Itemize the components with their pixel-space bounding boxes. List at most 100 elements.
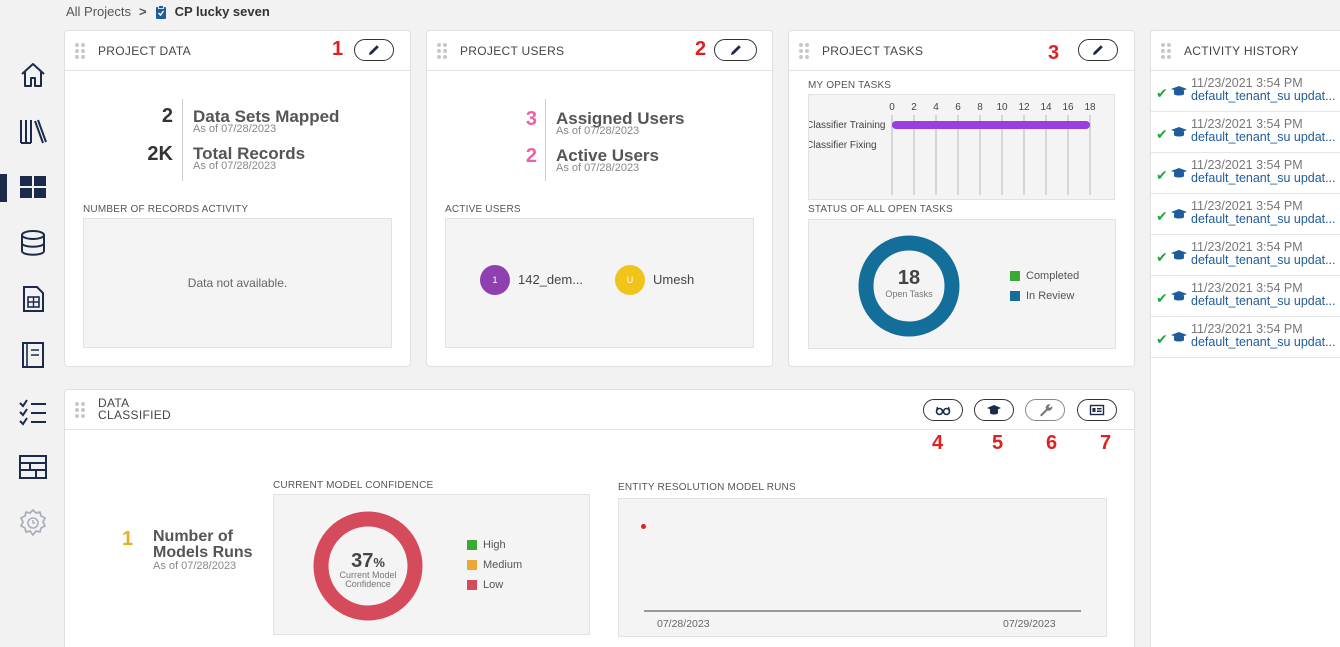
panel-title: ACTIVITY HISTORY xyxy=(1184,44,1299,58)
nav-notebook[interactable] xyxy=(16,338,50,372)
drag-handle[interactable] xyxy=(75,402,87,418)
activity-time: 11/23/2021 3:54 PM xyxy=(1191,199,1303,213)
checkmark-icon: ✔ xyxy=(1156,167,1168,183)
pencil-icon xyxy=(1093,45,1103,55)
nav-scheduler[interactable] xyxy=(16,506,50,540)
open-tasks-donut xyxy=(858,235,960,337)
pencil-icon xyxy=(369,45,379,55)
x-tick-label: 10 xyxy=(996,102,1008,113)
spreadsheet-icon xyxy=(23,286,44,312)
task-bar-classifier-training[interactable] xyxy=(892,121,1090,129)
divider xyxy=(182,99,183,181)
confidence-value: 37% xyxy=(310,550,426,573)
activity-item[interactable]: ✔ 11/23/2021 3:54 PM default_tenant_su upd… xyxy=(1151,276,1340,317)
data-sets-label: Data Sets Mapped xyxy=(193,107,340,126)
assigned-users-label: Assigned Users xyxy=(556,109,685,128)
panel-header: PROJECT TASKS 3 xyxy=(789,31,1134,71)
table-icon xyxy=(19,455,47,479)
avatar[interactable]: 1 xyxy=(480,265,510,295)
legend-swatch xyxy=(467,560,477,570)
panel-header: PROJECT USERS 2 xyxy=(427,31,772,71)
breadcrumb-all-projects[interactable]: All Projects xyxy=(66,4,132,19)
divider xyxy=(545,99,546,181)
breadcrumb-current-project: CP lucky seven xyxy=(174,4,270,19)
active-users-box: 1 142_dem... U Umesh xyxy=(445,218,754,348)
x-tick-label: 07/29/2023 xyxy=(1003,618,1056,630)
activity-item[interactable]: ✔ 11/23/2021 3:54 PM default_tenant_su upd… xyxy=(1151,194,1340,235)
project-users-panel: PROJECT USERS 2 3 Assigned Users As of 0… xyxy=(426,30,773,367)
details-button[interactable] xyxy=(1077,399,1117,421)
x-tick-label: 16 xyxy=(1062,102,1074,113)
graduation-cap-icon xyxy=(1171,209,1187,219)
nav-checklist[interactable] xyxy=(16,394,50,428)
annotation-number: 7 xyxy=(1100,432,1112,454)
x-tick-label: 18 xyxy=(1084,102,1096,113)
annotation-number: 6 xyxy=(1046,432,1058,454)
library-icon xyxy=(20,119,47,144)
data-classified-panel: DATA CLASSIFIED 4 5 6 7 1 Number of Mode… xyxy=(64,389,1135,647)
graduation-cap-icon xyxy=(1171,86,1187,96)
graduation-cap-icon xyxy=(1171,168,1187,178)
y-category-label: Classifier Training xyxy=(809,120,885,131)
panel-title: DATA CLASSIFIED xyxy=(98,397,171,421)
activity-item[interactable]: ✔ 11/23/2021 3:54 PM default_tenant_su upd… xyxy=(1151,153,1340,194)
legend-label: Low xyxy=(483,579,504,591)
task-status-box: 18 Open Tasks Completed In Review xyxy=(808,219,1116,349)
nav-dashboard[interactable] xyxy=(16,170,50,204)
view-button[interactable] xyxy=(923,399,963,421)
activity-item[interactable]: ✔ 11/23/2021 3:54 PM default_tenant_su upd… xyxy=(1151,317,1340,358)
total-records-date: As of 07/28/2023 xyxy=(193,160,277,172)
legend-high: High xyxy=(467,539,506,551)
train-button[interactable] xyxy=(974,399,1014,421)
activity-description[interactable]: default_tenant_su updat... xyxy=(1191,335,1336,349)
drag-handle[interactable] xyxy=(437,43,449,59)
activity-time: 11/23/2021 3:54 PM xyxy=(1191,117,1303,131)
avatar[interactable]: U xyxy=(615,265,645,295)
x-tick-label: 4 xyxy=(933,102,939,113)
clipboard-icon xyxy=(155,4,166,19)
open-tasks-count: 18 xyxy=(897,267,921,289)
id-card-icon xyxy=(1089,404,1105,416)
activity-description[interactable]: default_tenant_su updat... xyxy=(1191,253,1336,267)
data-sets-count: 2 xyxy=(161,105,173,127)
empty-state-text: Data not available. xyxy=(187,276,288,290)
drag-handle[interactable] xyxy=(1161,43,1173,59)
edit-button[interactable] xyxy=(714,39,757,61)
models-runs-count: 1 xyxy=(122,528,134,550)
nav-home[interactable] xyxy=(16,58,50,92)
drag-handle[interactable] xyxy=(75,43,87,59)
edit-button[interactable] xyxy=(1078,39,1118,61)
legend-swatch xyxy=(467,580,477,590)
database-icon xyxy=(21,230,45,256)
drag-handle[interactable] xyxy=(799,43,811,59)
panel-title-line2: CLASSIFIED xyxy=(98,408,172,422)
legend-in-review: In Review xyxy=(1010,290,1074,302)
activity-item[interactable]: ✔ 11/23/2021 3:54 PM default_tenant_su upd… xyxy=(1151,112,1340,153)
model-confidence-donut xyxy=(313,511,423,621)
nav-library[interactable] xyxy=(16,114,50,148)
edit-button[interactable] xyxy=(354,39,394,61)
checkmark-icon: ✔ xyxy=(1156,126,1168,142)
annotation-number: 1 xyxy=(332,38,344,60)
activity-description[interactable]: default_tenant_su updat... xyxy=(1191,171,1336,185)
nav-table[interactable] xyxy=(16,450,50,484)
home-icon xyxy=(21,63,45,87)
nav-database[interactable] xyxy=(16,226,50,260)
activity-item[interactable]: ✔ 11/23/2021 3:54 PM default_tenant_su upd… xyxy=(1151,71,1340,112)
total-records-count: 2K xyxy=(147,143,173,165)
settings-button[interactable] xyxy=(1025,399,1065,421)
legend-swatch xyxy=(1010,271,1020,281)
activity-item[interactable]: ✔ 11/23/2021 3:54 PM default_tenant_su upd… xyxy=(1151,235,1340,276)
x-tick-label: 6 xyxy=(955,102,961,113)
wrench-icon xyxy=(1040,404,1053,417)
x-tick-label: 2 xyxy=(911,102,917,113)
open-tasks-chart: 0 2 4 6 8 10 12 14 16 18 Classifier Training Classi… xyxy=(808,94,1115,200)
legend-label: High xyxy=(483,539,506,551)
nav-spreadsheet[interactable] xyxy=(16,282,50,316)
activity-description[interactable]: default_tenant_su updat... xyxy=(1191,130,1336,144)
activity-description[interactable]: default_tenant_su updat... xyxy=(1191,212,1336,226)
checkmark-icon: ✔ xyxy=(1156,290,1168,306)
activity-description[interactable]: default_tenant_su updat... xyxy=(1191,294,1336,308)
active-users-section-label: ACTIVE USERS xyxy=(445,204,521,215)
activity-description[interactable]: default_tenant_su updat... xyxy=(1191,89,1336,103)
